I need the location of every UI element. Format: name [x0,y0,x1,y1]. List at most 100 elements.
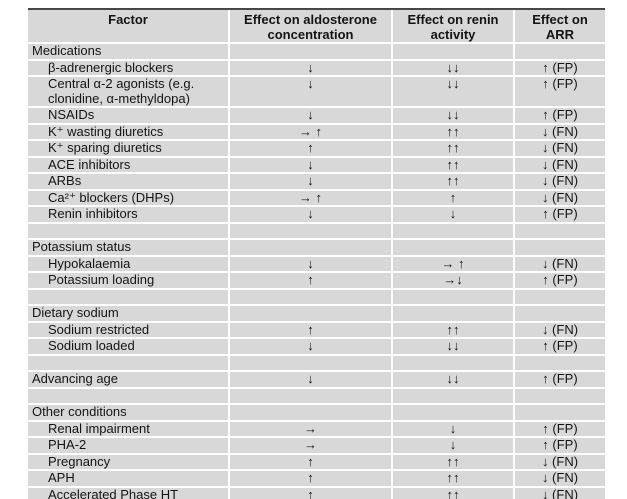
renin-cell: ↓ [393,438,515,455]
factor-cell: Sodium loaded [28,339,230,356]
renin-cell [393,240,515,257]
table-row: APH ↑ ↑↑ ↓ (FN) [28,471,605,488]
factor-cell: K⁺ sparing diuretics [28,141,230,158]
factor-cell: ARBs [28,174,230,191]
aldosterone-cell: ↑ [230,454,393,471]
renin-cell: ↓ [393,421,515,438]
renin-cell: ↑↑ [393,174,515,191]
table-row: Central α-2 agonists (e.g. clonidine, α-… [28,77,605,108]
renin-cell: → ↑ [393,256,515,273]
renin-cell: ↓↓ [393,60,515,77]
renin-cell: ↑↑ [393,157,515,174]
arr-cell: ↓ (FN) [515,454,605,471]
arr-cell: ↑ (FP) [515,60,605,77]
aldosterone-cell [230,44,393,61]
aldosterone-cell: ↓ [230,77,393,108]
table-row: Hypokalaemia ↓ → ↑ ↓ (FN) [28,256,605,273]
factor-cell: Ca²⁺ blockers (DHPs) [28,190,230,207]
renin-cell: ↓↓ [393,77,515,108]
table-header: Factor Effect on aldosterone concentrati… [28,10,605,44]
factor-cell: Medications [28,44,230,61]
renin-cell: ↑ [393,190,515,207]
aldosterone-cell [230,289,393,306]
factor-cell: ACE inhibitors [28,157,230,174]
renin-cell: ↑↑ [393,124,515,141]
table-row: ACE inhibitors ↓ ↑↑ ↓ (FN) [28,157,605,174]
factor-cell: Hypokalaemia [28,256,230,273]
renin-cell [393,355,515,372]
renin-cell: →↓ [393,273,515,290]
header-renin-effect: Effect on renin activity [393,10,515,44]
spacer-row [28,388,605,405]
arr-cell: ↑ (FP) [515,77,605,108]
table-row: PHA-2 → ↓ ↑ (FP) [28,438,605,455]
factor-cell [28,223,230,240]
arr-cell [515,388,605,405]
table-row: Renal impairment → ↓ ↑ (FP) [28,421,605,438]
aldosterone-cell [230,405,393,422]
factor-cell [28,355,230,372]
table-row: NSAIDs ↓ ↓↓ ↑ (FP) [28,108,605,125]
arr-cell: ↑ (FP) [515,421,605,438]
aldosterone-cell: → ↑ [230,190,393,207]
arr-cell: ↓ (FN) [515,471,605,488]
factor-cell: Potassium status [28,240,230,257]
factor-cell [28,289,230,306]
renin-cell: ↑↑ [393,322,515,339]
section-row: Medications [28,44,605,61]
table-row: Sodium loaded ↓ ↓↓ ↑ (FP) [28,339,605,356]
aldosterone-cell [230,240,393,257]
table-row: ARBs ↓ ↑↑ ↓ (FN) [28,174,605,191]
arr-cell: ↓ (FN) [515,322,605,339]
aldosterone-cell: ↓ [230,157,393,174]
renin-cell: ↓↓ [393,339,515,356]
arr-cell [515,405,605,422]
table-row: Ca²⁺ blockers (DHPs) → ↑ ↑ ↓ (FN) [28,190,605,207]
arr-cell: ↓ (FN) [515,190,605,207]
aldosterone-cell: ↓ [230,339,393,356]
aldosterone-cell: → [230,438,393,455]
spacer-row [28,355,605,372]
factor-cell: PHA-2 [28,438,230,455]
renin-cell [393,44,515,61]
table-row: Renin inhibitors ↓ ↓ ↑ (FP) [28,207,605,224]
table-body: Medications β-adrenergic blockers ↓ ↓↓ ↑ (FP… [28,44,605,499]
arr-cell [515,44,605,61]
table-row: Advancing age ↓ ↓↓ ↑ (FP) [28,372,605,389]
aldosterone-cell: ↑ [230,141,393,158]
arr-cell [515,289,605,306]
arr-cell: ↓ (FN) [515,487,605,499]
factor-cell: Renin inhibitors [28,207,230,224]
renin-cell: ↓↓ [393,108,515,125]
aldosterone-cell: ↑ [230,273,393,290]
renin-cell [393,289,515,306]
arr-cell: ↑ (FP) [515,108,605,125]
aldosterone-cell [230,223,393,240]
renin-cell [393,306,515,323]
table-row: K⁺ sparing diuretics ↑ ↑↑ ↓ (FN) [28,141,605,158]
section-row: Potassium status [28,240,605,257]
arr-cell: ↑ (FP) [515,207,605,224]
factor-cell [28,388,230,405]
factor-cell: Potassium loading [28,273,230,290]
renin-cell: ↑↑ [393,141,515,158]
arr-cell: ↓ (FN) [515,174,605,191]
arr-factors-table: Factor Effect on aldosterone concentrati… [28,8,605,499]
header-factor: Factor [28,10,230,44]
factor-cell: APH [28,471,230,488]
arr-cell: ↑ (FP) [515,438,605,455]
header-arr-effect: Effect on ARR [515,10,605,44]
aldosterone-cell: ↓ [230,256,393,273]
arr-cell [515,355,605,372]
table-row: β-adrenergic blockers ↓ ↓↓ ↑ (FP) [28,60,605,77]
renin-cell: ↑↑ [393,471,515,488]
arr-cell: ↑ (FP) [515,273,605,290]
arr-cell: ↓ (FN) [515,256,605,273]
aldosterone-cell [230,306,393,323]
factor-cell: Pregnancy [28,454,230,471]
factor-cell: Accelerated Phase HT [28,487,230,499]
arr-cell: ↑ (FP) [515,339,605,356]
renin-cell: ↓↓ [393,372,515,389]
factor-cell: Sodium restricted [28,322,230,339]
